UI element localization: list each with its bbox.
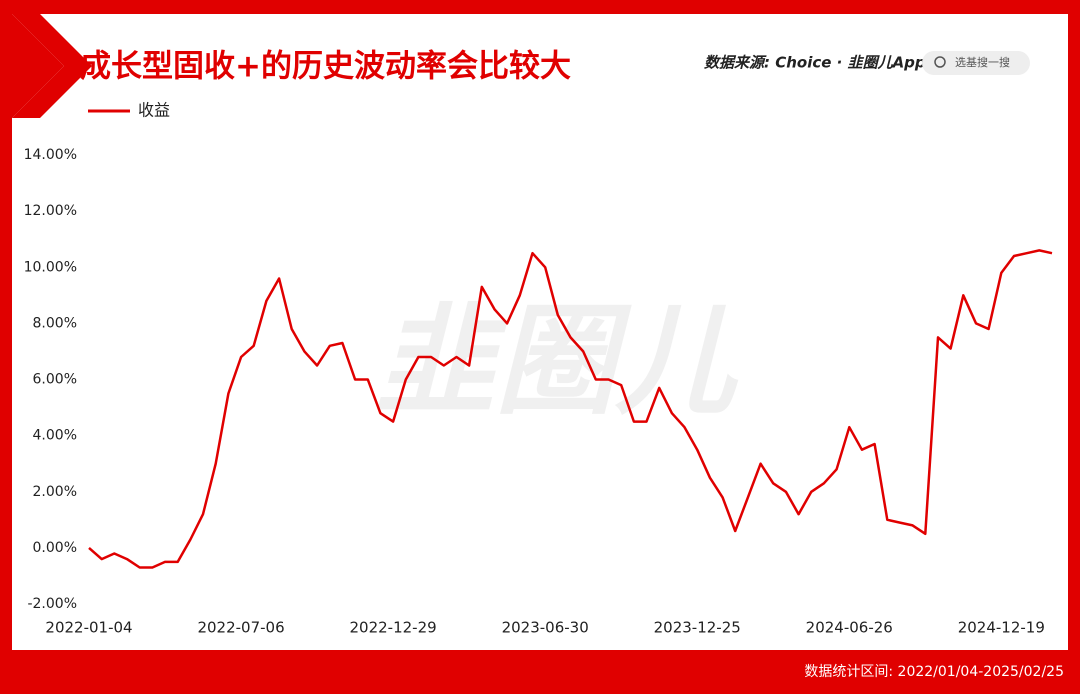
- y-tick-label: 10.00%: [24, 259, 77, 275]
- x-tick-label: 2022-12-29: [350, 619, 437, 637]
- x-tick-label: 2022-07-06: [197, 619, 284, 637]
- search-placeholder: 选基搜一搜: [955, 55, 1010, 69]
- source: 数据来源: Choice · 韭圈儿App: [704, 54, 926, 72]
- chart-title: 成长型固收+的历史波动率会比较大: [80, 49, 571, 85]
- y-tick-label: 14.00%: [24, 147, 77, 163]
- search-box[interactable]: [922, 51, 1030, 75]
- y-tick-label: 8.00%: [33, 315, 77, 331]
- x-tick-label: 2022-01-04: [45, 619, 132, 637]
- corner-arrow: [12, 14, 92, 118]
- y-tick-label: 2.00%: [33, 484, 77, 500]
- y-tick-label: 4.00%: [33, 428, 77, 444]
- y-tick-label: -2.00%: [27, 596, 77, 612]
- y-tick-label: 0.00%: [33, 540, 77, 556]
- x-tick-label: 2023-06-30: [502, 619, 589, 637]
- x-tick-label: 2024-06-26: [806, 619, 893, 637]
- search-icon: [934, 56, 946, 68]
- y-tick-label: 6.00%: [33, 372, 77, 388]
- footer: 数据统计区间: 2022/01/04-2025/02/25: [804, 664, 1064, 680]
- x-tick-label: 2023-12-25: [654, 619, 741, 637]
- y-tick-label: 12.00%: [24, 203, 77, 219]
- x-tick-label: 2024-12-19: [958, 619, 1045, 637]
- corner-mark: [12, 14, 64, 118]
- legend-label: 收益: [138, 101, 170, 120]
- line-series: [88, 249, 1053, 569]
